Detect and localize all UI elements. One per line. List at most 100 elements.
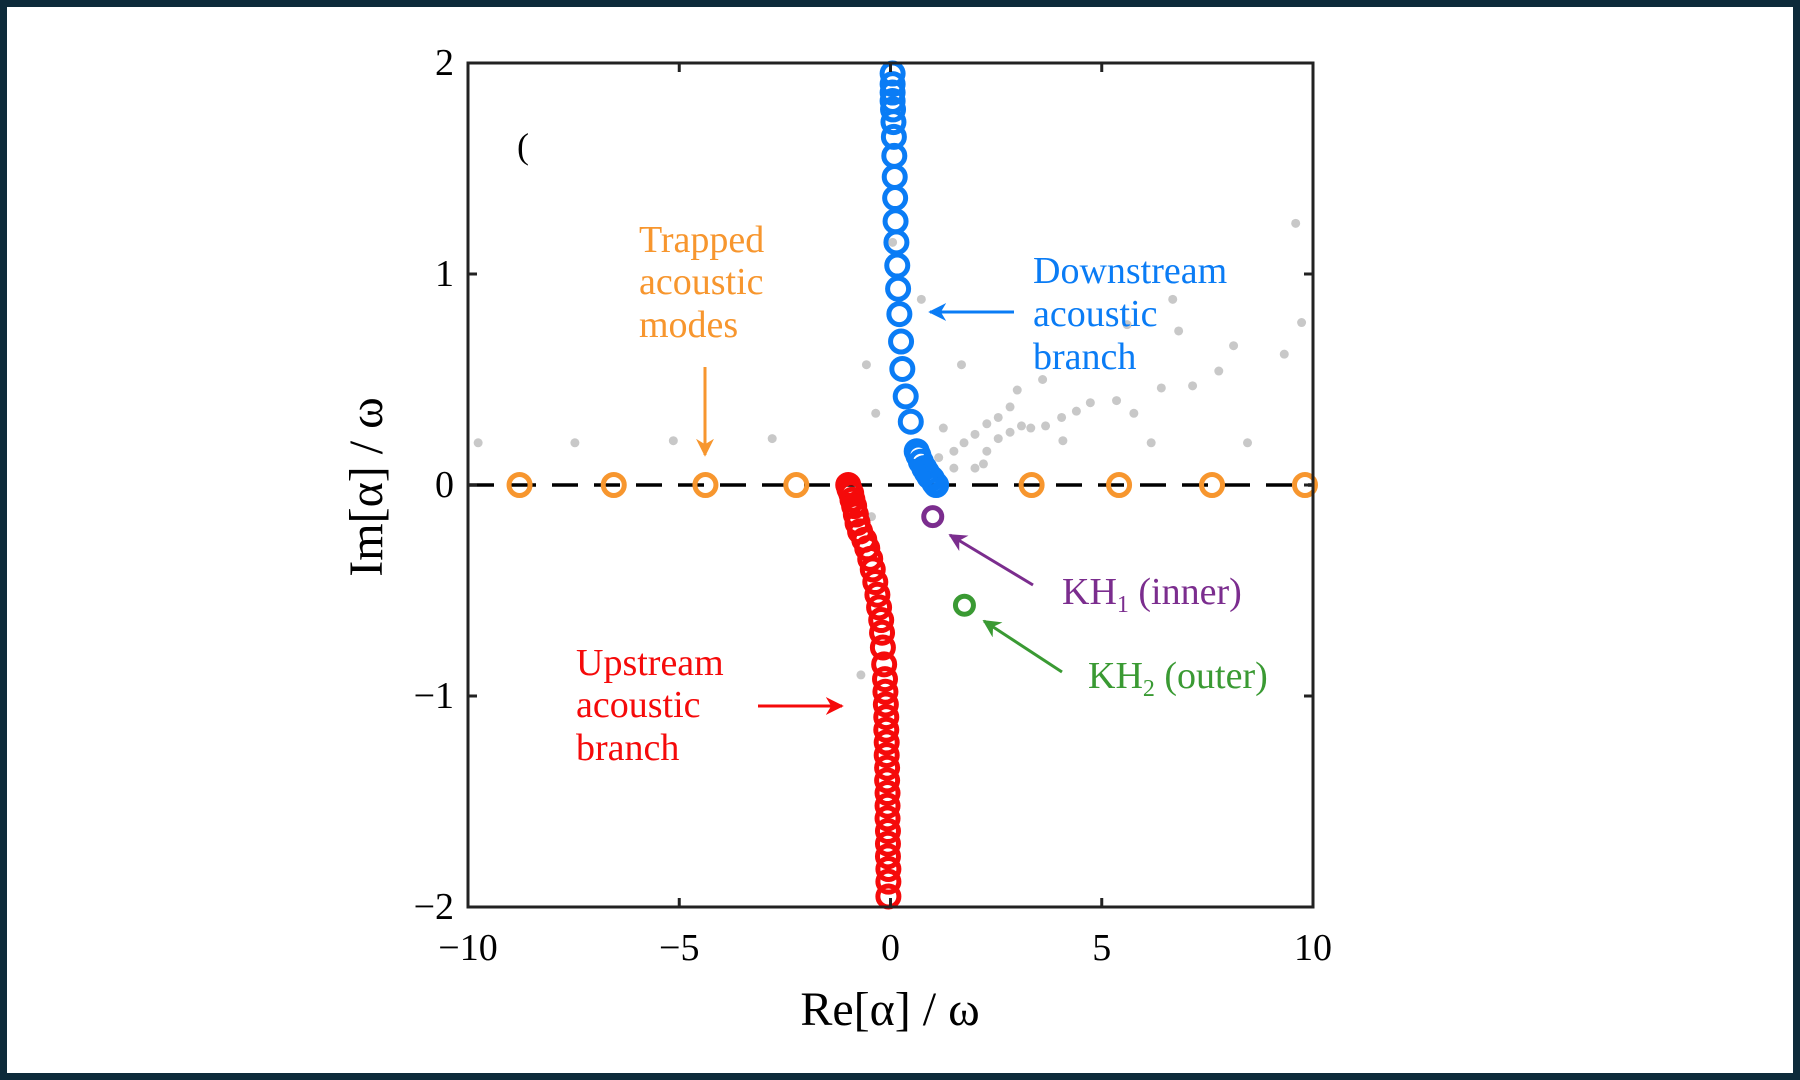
data-point-upstream [873, 729, 900, 756]
data-point-upstream [874, 843, 901, 870]
data-point-downstream [879, 79, 906, 106]
data-point-background [888, 237, 898, 247]
data-point-background [1168, 294, 1178, 304]
annotation-kh2-label: KH2 (outer) [1088, 655, 1268, 702]
data-point-upstream [874, 818, 901, 845]
data-point-trapped [783, 472, 810, 498]
data-point-upstream [874, 805, 901, 832]
kh2-rest: (outer) [1155, 655, 1268, 697]
data-point-background [1038, 375, 1048, 384]
data-point-trapped [1018, 472, 1045, 498]
annotation-kh2-arrow [982, 619, 1063, 674]
data-point-upstream [864, 581, 891, 608]
data-point-downstream [897, 408, 924, 435]
data-point-trapped [506, 472, 533, 498]
data-point-upstream [859, 556, 886, 583]
data-point-background [959, 438, 969, 448]
annotation-kh2: KH2 (outer) [982, 619, 1268, 702]
data-point-upstream [873, 742, 900, 769]
data-point-upstream [862, 569, 889, 596]
series-kh2 [952, 593, 976, 617]
data-point-background [1071, 406, 1081, 416]
data-point-downstream [879, 71, 906, 98]
data-point-upstream [873, 704, 900, 731]
data-point-background [1279, 349, 1289, 359]
y-tick-label: −2 [414, 886, 454, 928]
annotation-downstream-line: acoustic [1033, 293, 1158, 335]
annotation-upstream-line: acoustic [576, 684, 701, 726]
data-point-background [1243, 438, 1253, 448]
data-point-downstream [882, 208, 909, 235]
data-point-background [1129, 408, 1139, 418]
annotation-kh1: KH1 (inner) [948, 533, 1242, 618]
data-point-background [767, 434, 777, 444]
data-point-background [993, 434, 1003, 444]
data-point-upstream [872, 691, 899, 718]
data-point-trapped [692, 472, 719, 498]
data-point-upstream [857, 545, 884, 572]
data-point-background [982, 446, 992, 456]
data-point-background [871, 408, 881, 418]
data-point-background [1188, 381, 1198, 391]
data-point-upstream [872, 678, 899, 705]
data-point-downstream [892, 383, 919, 410]
annotation-trapped-line: Trapped [639, 219, 764, 261]
data-point-trapped [1106, 472, 1133, 498]
data-point-background [861, 360, 871, 370]
data-point-downstream [880, 96, 907, 123]
data-point-background [1012, 385, 1022, 395]
data-point-background [1174, 326, 1184, 336]
kh1-base: KH [1062, 571, 1117, 613]
data-point-background [956, 360, 966, 370]
data-point-downstream [881, 163, 908, 190]
x-tick-label: −5 [659, 927, 699, 969]
data-point-trapped [1199, 472, 1226, 498]
data-point-background [1041, 421, 1051, 431]
data-point-upstream [868, 607, 895, 634]
data-point-background [1229, 341, 1239, 351]
data-point-background [970, 463, 980, 473]
data-point-kh1 [921, 505, 945, 529]
data-point-kh2 [952, 593, 976, 617]
x-tick-label: 0 [881, 927, 900, 969]
annotation-trapped-line: acoustic [639, 261, 764, 303]
data-point-background [1058, 436, 1068, 446]
data-point-trapped [1291, 472, 1318, 498]
series-background [473, 218, 1307, 680]
data-point-background [982, 419, 992, 429]
data-point-background [1146, 438, 1156, 448]
data-point-downstream [886, 301, 913, 328]
y-axis-label: Im[α] / ω [340, 397, 393, 576]
annotation-kh1-label: KH1 (inner) [1062, 571, 1242, 618]
data-point-background [1026, 423, 1036, 433]
data-point-downstream [923, 472, 950, 498]
data-point-upstream [872, 666, 899, 693]
data-point-background [473, 438, 483, 448]
annotation-kh1-arrow [948, 533, 1034, 587]
data-point-background [1291, 218, 1301, 228]
data-point-background [1122, 320, 1132, 330]
data-point-background [1005, 427, 1015, 437]
series-trapped [506, 472, 1318, 498]
series-kh1 [921, 505, 945, 529]
data-point-upstream [875, 868, 902, 895]
y-tick-label: 1 [435, 253, 454, 295]
panel-label-fragment: ( [517, 126, 529, 166]
data-point-upstream [874, 830, 901, 857]
data-point-background [570, 438, 580, 448]
x-tick-label: 10 [1294, 927, 1332, 969]
data-point-upstream [875, 856, 902, 883]
data-point-upstream [874, 792, 901, 819]
data-point-background [856, 670, 866, 680]
kh2-subscript: 2 [1143, 676, 1155, 702]
data-point-upstream [866, 594, 893, 621]
data-point-downstream [885, 275, 912, 302]
kh1-rest: (inner) [1129, 571, 1242, 613]
annotation-downstream-line: Downstream [1033, 250, 1227, 292]
data-point-upstream [874, 780, 901, 807]
annotation-trapped-line: modes [639, 304, 738, 346]
data-point-background [978, 459, 988, 469]
data-point-background [949, 463, 959, 473]
